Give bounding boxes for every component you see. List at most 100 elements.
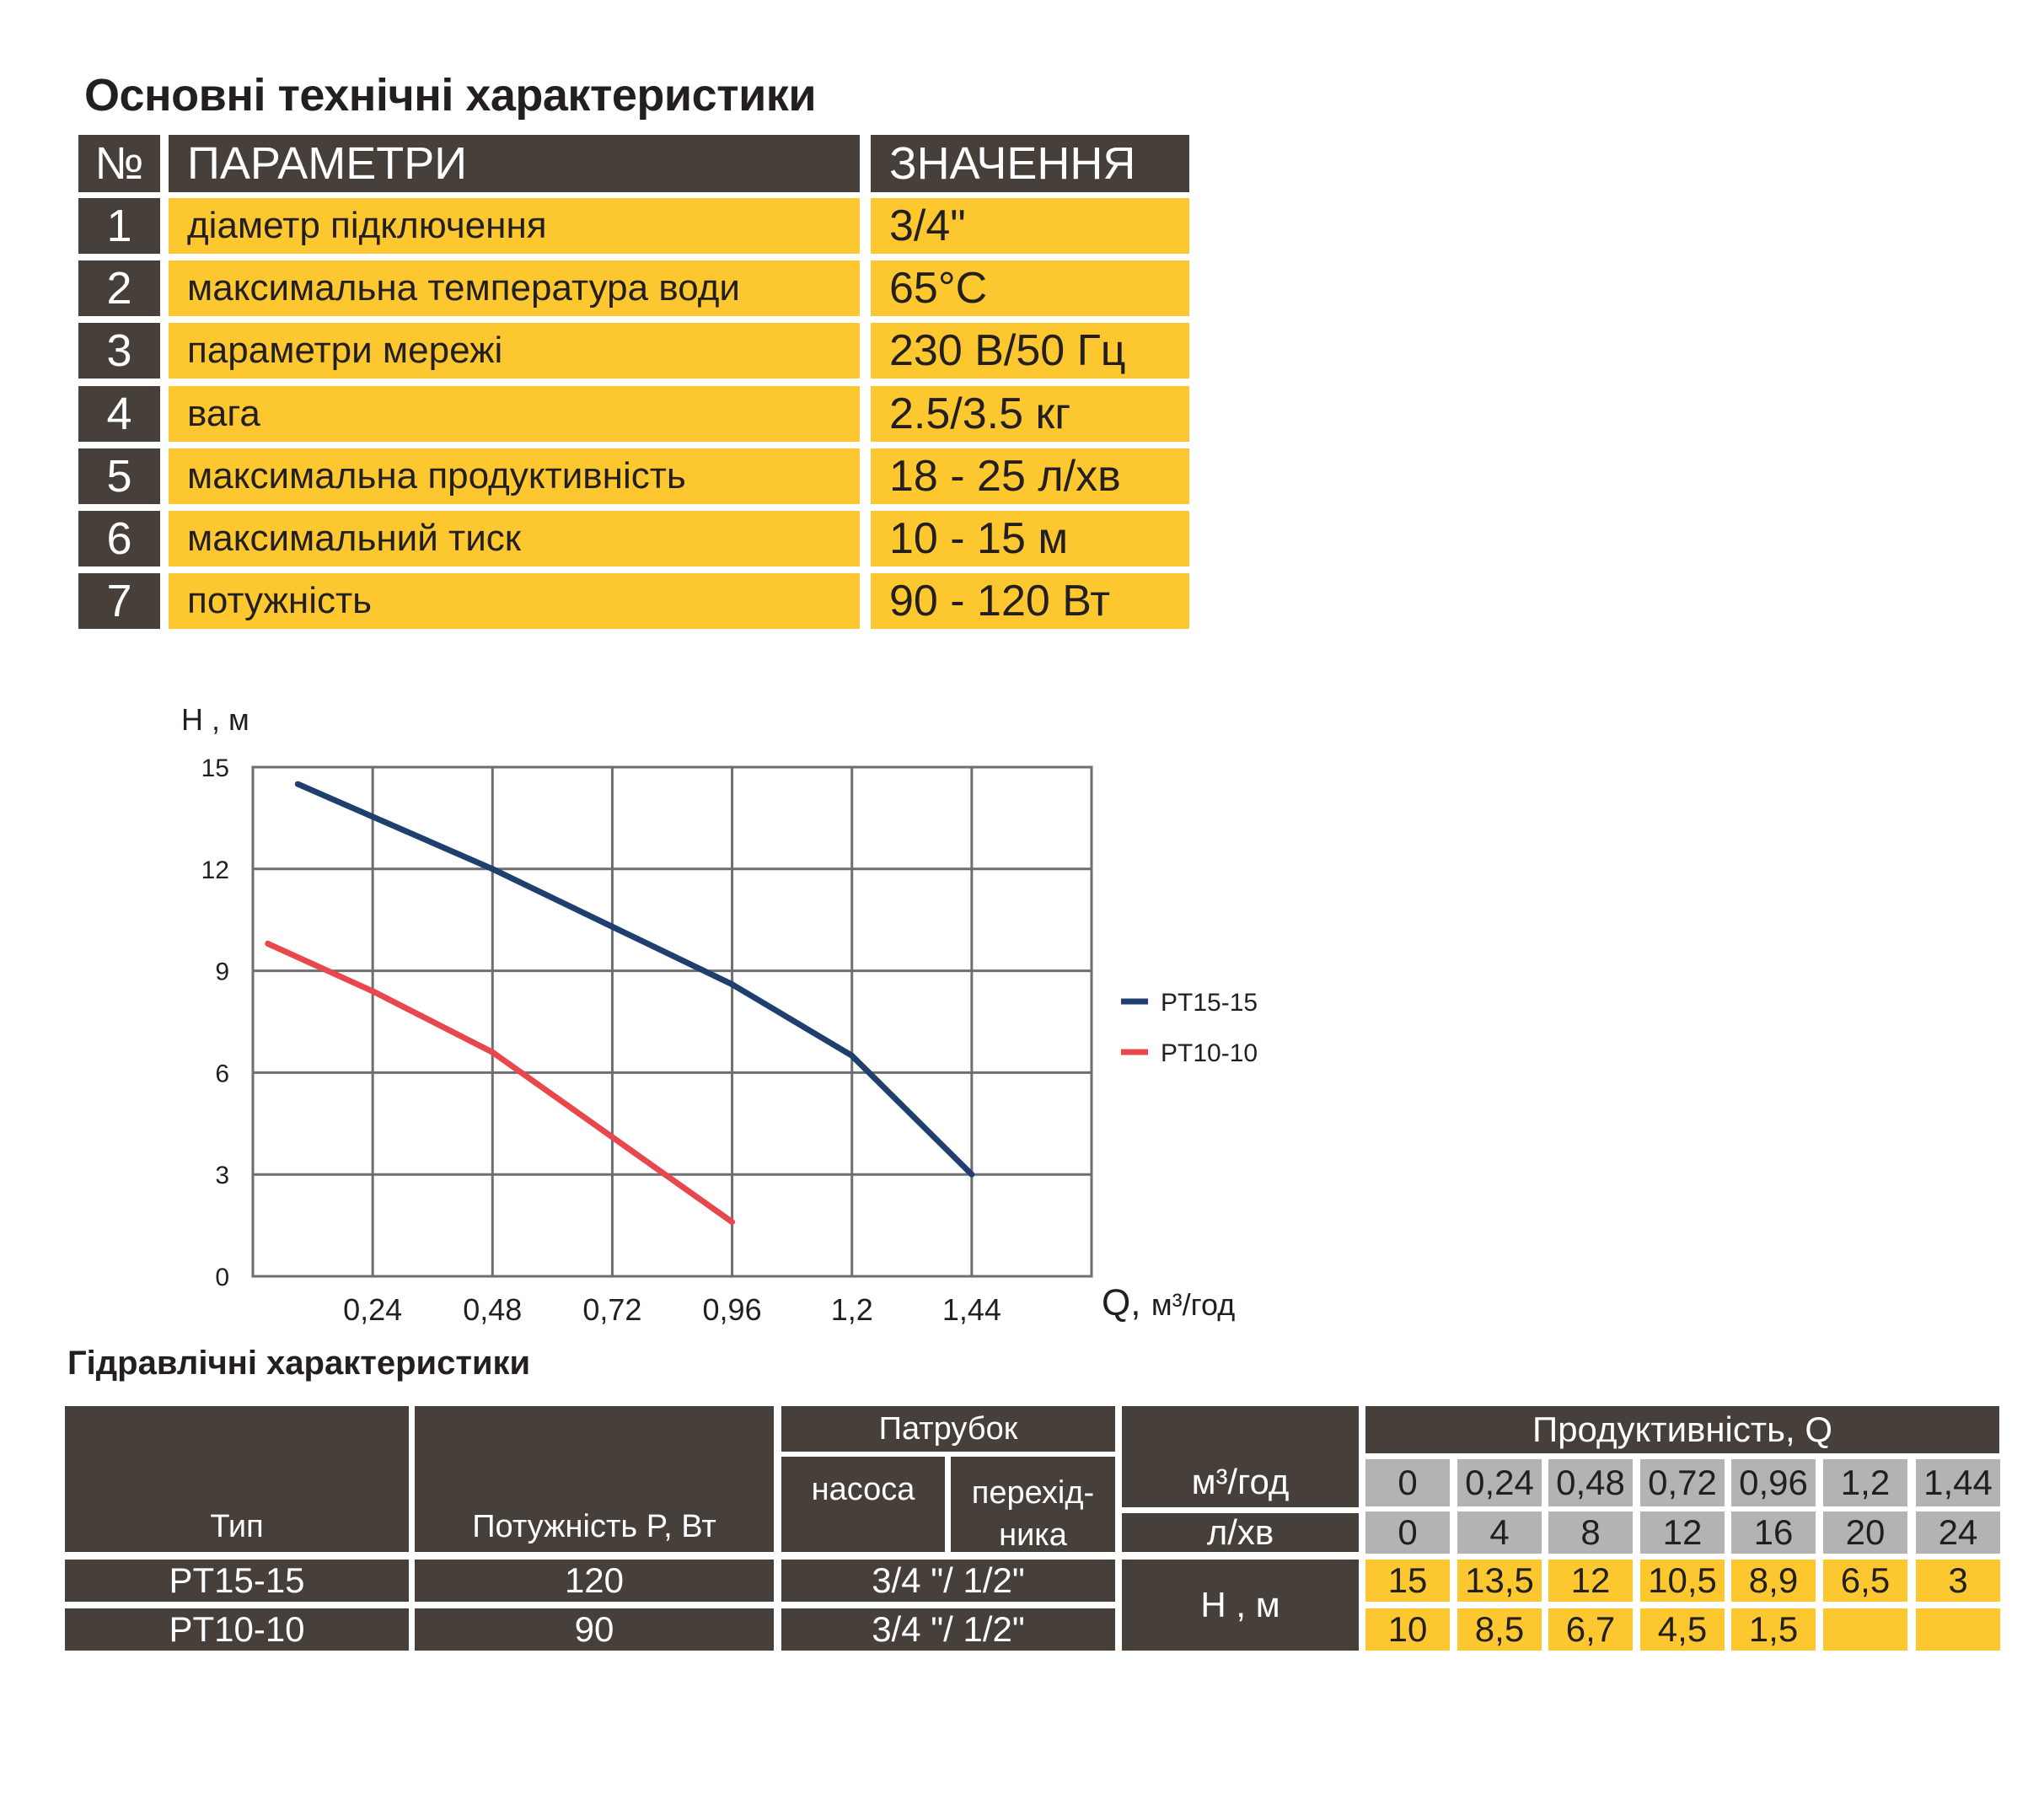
chart-labels: 0 3 6 9 12 15 0,24 0,48 0,72 0,96 1,2 1,44 (201, 754, 1001, 1327)
hydro-header-nozzle: Патрубок (781, 1406, 1115, 1452)
hydro-row-type: PT10-10 (65, 1608, 409, 1651)
hydro-row-nozzle: 3/4 "/ 1/2" (781, 1608, 1115, 1651)
chart-x-tick: 0,24 (343, 1292, 402, 1327)
chart-x-tick: 0,72 (582, 1292, 641, 1327)
chart-legend-label: PT15-15 (1161, 989, 1258, 1017)
spec-title: Основні технічні характеристики (84, 70, 817, 121)
chart-y-tick: 3 (215, 1162, 229, 1189)
chart-legend: PT15-15 PT10-10 (1121, 989, 1258, 1067)
hydro-header-adapter: перехід- ника (951, 1457, 1115, 1553)
spec-row-param: потужність (169, 573, 860, 630)
spec-row-value: 10 - 15 м (871, 511, 1189, 566)
spec-row-param: параметри мережі (169, 323, 860, 379)
hydro-header-type: Тип (65, 1406, 409, 1552)
hydro-h-cell (1916, 1608, 2000, 1651)
spec-header-value: ЗНАЧЕННЯ (871, 135, 1189, 192)
spec-row-param: максимальна температура води (169, 260, 860, 317)
hydro-h-cell: 6,5 (1823, 1560, 1907, 1602)
hydro-h-cell: 12 (1548, 1560, 1633, 1602)
q-m3-cell: 0 (1365, 1459, 1450, 1506)
q-lmin-cell: 20 (1823, 1511, 1907, 1554)
spec-row-num: 7 (78, 573, 160, 630)
hydro-h-cell: 13,5 (1457, 1560, 1542, 1602)
chart-point-0 (294, 781, 301, 787)
chart-point-1 (609, 1134, 615, 1141)
chart-x-tick: 1,44 (942, 1292, 1001, 1327)
chart-y-tick: 15 (201, 754, 229, 782)
spec-row-num: 6 (78, 511, 160, 566)
spec-row-num: 5 (78, 448, 160, 504)
hydro-h-cell: 3 (1916, 1560, 2000, 1602)
chart-point-1 (729, 1219, 736, 1226)
spec-row-value: 2.5/3.5 кг (871, 385, 1189, 442)
q-lmin-cell: 0 (1365, 1511, 1450, 1554)
chart-point-0 (489, 866, 496, 872)
chart-frame (251, 765, 1093, 1278)
hydro-row-power: 90 (415, 1608, 774, 1651)
hydro-h-cell: 1,5 (1731, 1608, 1816, 1651)
spec-row-param: вага (169, 385, 860, 442)
hydro-header-pump: насоса (781, 1457, 945, 1552)
hydro-h-cell: 8,9 (1731, 1560, 1816, 1602)
chart-point-1 (489, 1049, 496, 1055)
chart-y-tick: 0 (215, 1264, 229, 1291)
chart-y-tick: 9 (215, 958, 229, 986)
chart-x-axis-label-unit: м³/год (1151, 1287, 1235, 1322)
chart-x-axis-label-main: Q, (1102, 1282, 1140, 1323)
chart-series-line-1 (266, 941, 734, 1225)
q-lmin-cell: 24 (1916, 1511, 2000, 1554)
chart-x-tick: 0,96 (703, 1292, 762, 1327)
chart-legend-label: PT10-10 (1161, 1039, 1258, 1067)
spec-header-num: № (78, 135, 160, 192)
chart-point-1 (369, 988, 376, 995)
chart-point-0 (729, 981, 736, 988)
hydro-title: Гідравлічні характеристики (67, 1345, 531, 1382)
q-m3-cell: 1,2 (1823, 1459, 1907, 1506)
chart-point-0 (968, 1171, 975, 1178)
hydro-h-cell: 4,5 (1640, 1608, 1725, 1651)
q-lmin-cell: 16 (1731, 1511, 1816, 1554)
pump-curve-chart: 0 3 6 9 12 15 0,24 0,48 0,72 0,96 1,2 1,44 H , м Q,… (181, 702, 1258, 1327)
q-m3-cell: 0,96 (1731, 1459, 1816, 1506)
spec-row-value: 230 В/50 Гц (871, 323, 1189, 379)
spec-row-num: 1 (78, 198, 160, 254)
spec-row-value: 18 - 25 л/хв (871, 448, 1189, 504)
chart-point-0 (609, 923, 615, 930)
q-lmin-cell: 8 (1548, 1511, 1633, 1554)
spec-row-param: діаметр підключення (169, 198, 860, 254)
q-m3-cell: 0,72 (1640, 1459, 1725, 1506)
chart-y-tick: 12 (201, 856, 229, 884)
spec-row-num: 2 (78, 260, 160, 317)
chart-y-tick: 6 (215, 1060, 229, 1087)
q-m3-cell: 1,44 (1916, 1459, 2000, 1506)
hydro-row-nozzle: 3/4 "/ 1/2" (781, 1560, 1115, 1602)
hydro-header-power: Потужність P, Вт (415, 1406, 774, 1552)
chart-x-axis-label: Q, м³/год (1102, 1282, 1235, 1323)
chart-point-0 (849, 1052, 856, 1059)
hydro-h-label: H , м (1122, 1560, 1359, 1651)
spec-row-param: максимальний тиск (169, 511, 860, 566)
chart-point-1 (265, 940, 271, 947)
hydro-header-m3: м³/год (1122, 1406, 1359, 1507)
spec-row-value: 90 - 120 Вт (871, 573, 1189, 630)
chart-y-axis-label: H , м (181, 702, 249, 737)
spec-header-param: ПАРАМЕТРИ (169, 135, 860, 192)
chart-lines (265, 781, 975, 1226)
hydro-header-productivity: Продуктивність, Q (1365, 1406, 1999, 1453)
spec-row-value: 65°C (871, 260, 1189, 317)
chart-x-tick: 1,2 (831, 1292, 873, 1327)
spec-row-param: максимальна продуктивність (169, 448, 860, 504)
hydro-row-type: PT15-15 (65, 1560, 409, 1602)
hydro-h-cell: 10 (1365, 1608, 1450, 1651)
hydro-header-lmin: л/хв (1122, 1512, 1359, 1552)
q-lmin-cell: 12 (1640, 1511, 1725, 1554)
q-m3-cell: 0,48 (1548, 1459, 1633, 1506)
chart-x-tick: 0,48 (463, 1292, 522, 1327)
hydro-row-power: 120 (415, 1560, 774, 1602)
q-lmin-cell: 4 (1457, 1511, 1542, 1554)
hydro-h-cell: 6,7 (1548, 1608, 1633, 1651)
hydro-h-cell: 15 (1365, 1560, 1450, 1602)
chart-grid (251, 765, 1093, 1278)
hydro-h-cell (1823, 1608, 1907, 1651)
chart-series-line-0 (296, 781, 974, 1177)
